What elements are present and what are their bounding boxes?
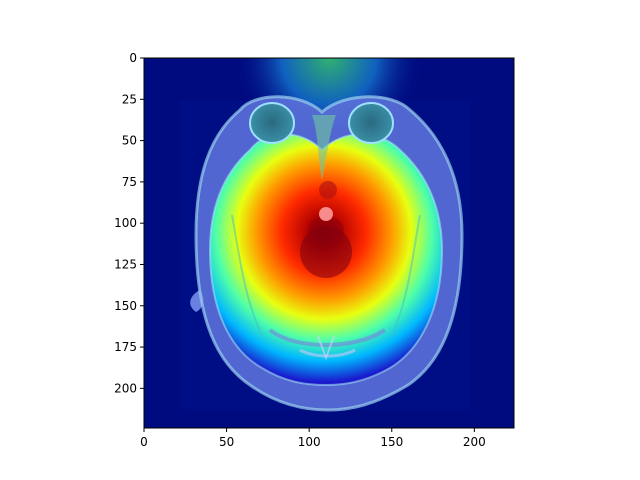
left-eye <box>249 102 295 144</box>
x-axis: 0 50 100 150 200 <box>140 428 486 449</box>
y-tick-label: 150 <box>114 299 137 313</box>
x-tick-label: 200 <box>463 435 486 449</box>
x-tick-label: 0 <box>140 435 148 449</box>
y-tick-label: 25 <box>122 92 137 106</box>
y-tick-label: 200 <box>114 381 137 395</box>
y-axis: 0 25 50 75 100 125 150 175 200 <box>114 51 144 395</box>
x-tick-label: 100 <box>298 435 321 449</box>
y-tick-label: 125 <box>114 257 137 271</box>
y-tick-label: 75 <box>122 175 137 189</box>
y-tick-label: 50 <box>122 134 137 148</box>
y-tick-label: 100 <box>114 216 137 230</box>
heatmap-image <box>144 58 514 428</box>
y-tick-label: 175 <box>114 340 137 354</box>
right-eye <box>348 102 394 144</box>
x-tick-label: 50 <box>219 435 234 449</box>
x-tick-label: 150 <box>380 435 403 449</box>
y-tick-label: 0 <box>129 51 137 65</box>
axes-frame <box>143 57 515 429</box>
